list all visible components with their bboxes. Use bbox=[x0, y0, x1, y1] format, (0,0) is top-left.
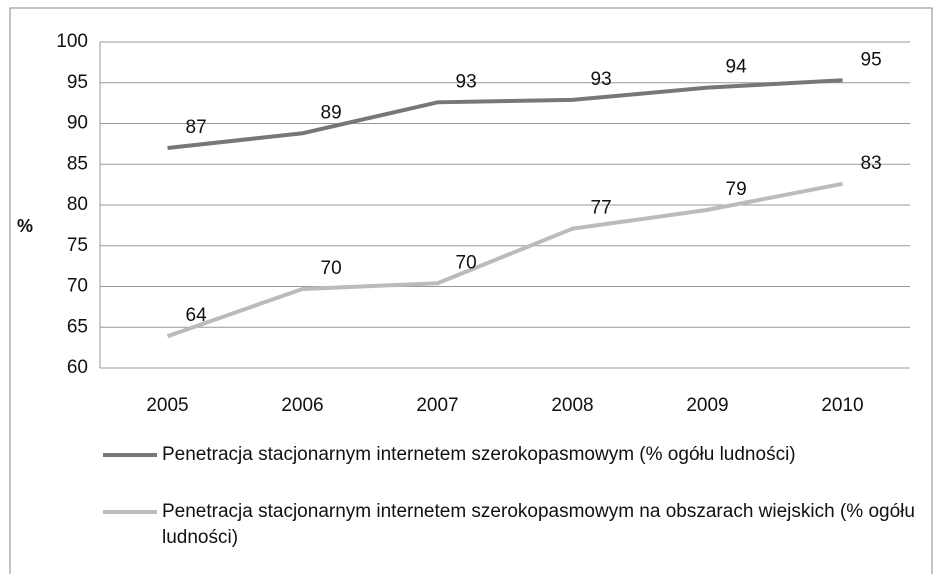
x-tick-label: 2010 bbox=[821, 395, 863, 416]
data-label: 70 bbox=[321, 258, 342, 279]
legend-label: Penetracja stacjonarnym internetem szero… bbox=[162, 444, 796, 465]
data-label: 89 bbox=[321, 102, 342, 123]
y-tick-label: 95 bbox=[67, 72, 88, 93]
data-label: 95 bbox=[861, 49, 882, 70]
legend-item: Penetracja stacjonarnym internetem szero… bbox=[103, 442, 903, 468]
legend-swatch bbox=[103, 510, 157, 514]
x-tick-label: 2008 bbox=[551, 395, 593, 416]
series-line bbox=[167, 78, 843, 150]
y-tick-label: 75 bbox=[67, 235, 88, 256]
legend-item: Penetracja stacjonarnym internetem szero… bbox=[103, 499, 933, 551]
y-tick-label: 65 bbox=[67, 316, 88, 337]
legend-swatch bbox=[103, 453, 157, 457]
legend-label: Penetracja stacjonarnym internetem szero… bbox=[162, 501, 915, 548]
data-label: 70 bbox=[456, 252, 477, 273]
data-label: 64 bbox=[186, 305, 208, 326]
y-axis-label: % bbox=[17, 216, 33, 236]
frame bbox=[9, 7, 933, 574]
x-tick-label: 2006 bbox=[281, 395, 323, 416]
y-tick-label: 80 bbox=[67, 194, 88, 215]
x-tick-label: 2005 bbox=[146, 395, 188, 416]
y-tick-label: 85 bbox=[67, 153, 88, 174]
y-tick-label: 70 bbox=[67, 276, 88, 297]
data-label: 83 bbox=[861, 153, 882, 174]
y-tick-label: 90 bbox=[67, 113, 88, 134]
x-tick-label: 2009 bbox=[686, 395, 728, 416]
data-label: 93 bbox=[591, 69, 612, 90]
y-tick-label: 60 bbox=[67, 357, 88, 378]
data-label: 93 bbox=[456, 71, 477, 92]
data-label: 79 bbox=[726, 179, 747, 200]
y-tick-label: 100 bbox=[56, 31, 88, 52]
series-line bbox=[166, 181, 843, 339]
data-label: 87 bbox=[186, 117, 207, 138]
data-label: 77 bbox=[591, 198, 612, 219]
x-tick-label: 2007 bbox=[416, 395, 458, 416]
data-label: 94 bbox=[726, 57, 748, 78]
